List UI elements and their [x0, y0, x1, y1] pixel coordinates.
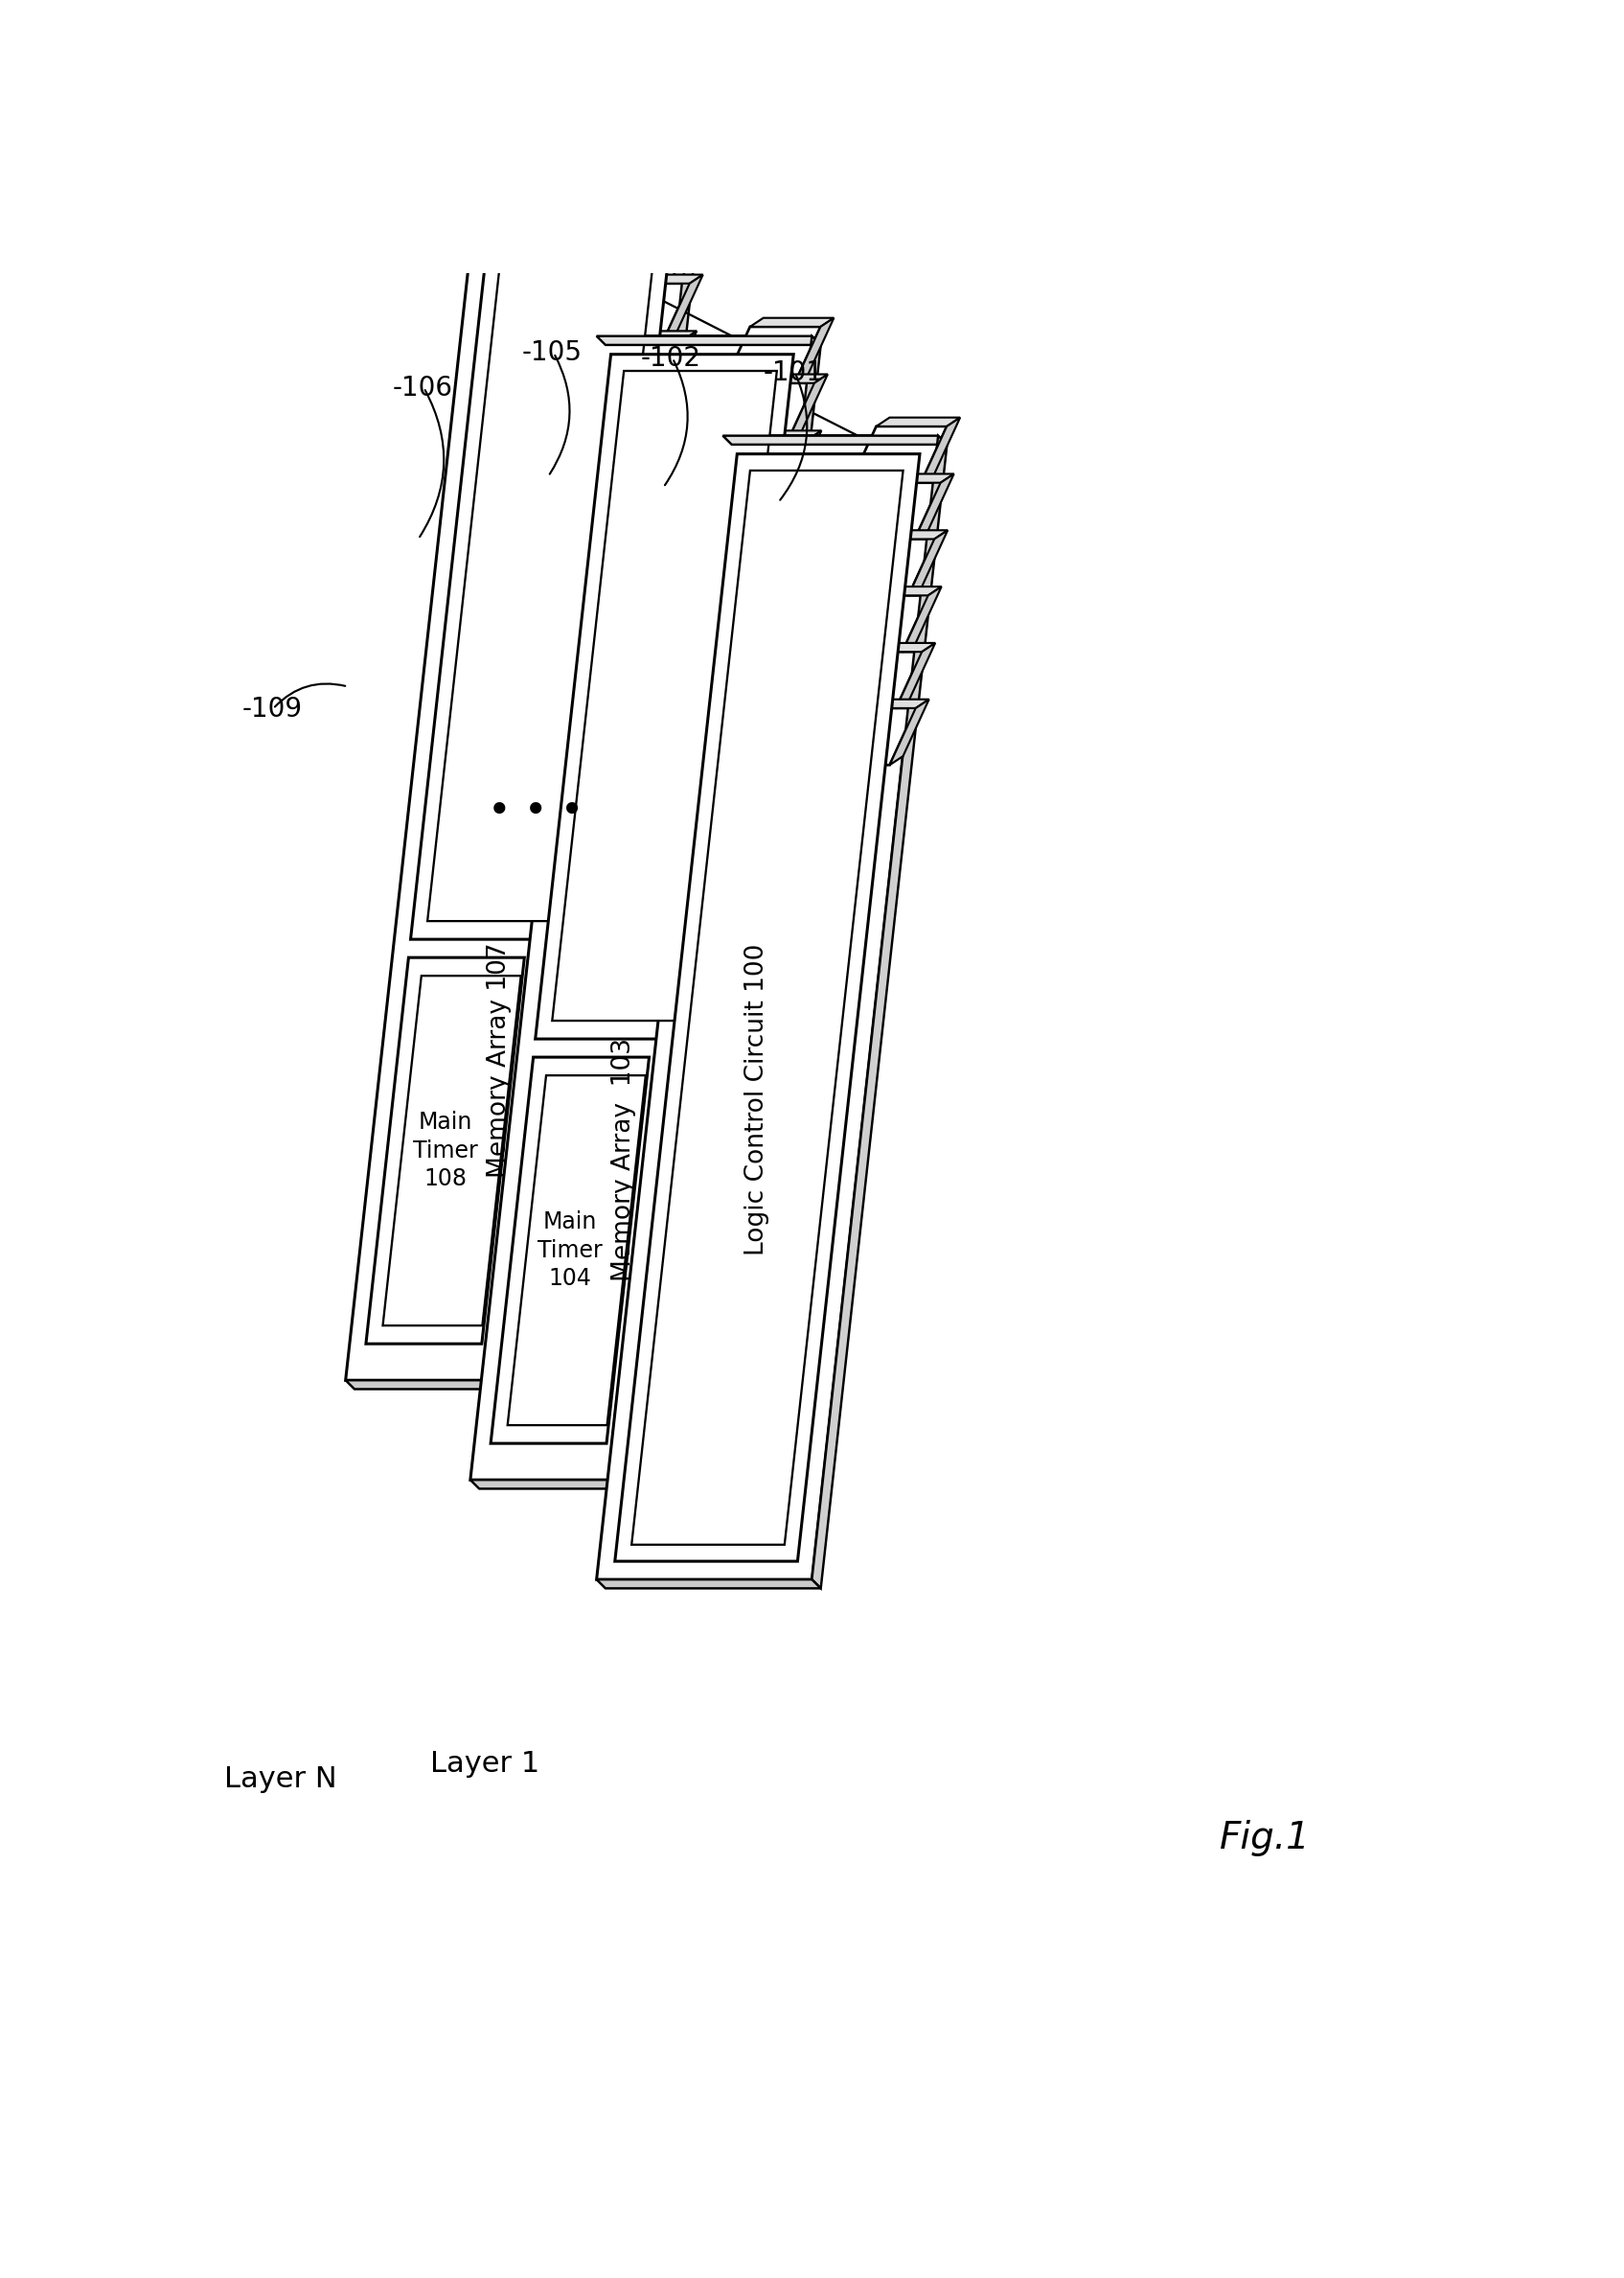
Polygon shape	[825, 652, 922, 708]
Polygon shape	[586, 339, 684, 396]
Polygon shape	[698, 551, 796, 608]
Polygon shape	[632, 472, 903, 1544]
Polygon shape	[536, 355, 794, 1039]
Polygon shape	[365, 957, 525, 1344]
Polygon shape	[599, 228, 695, 285]
Polygon shape	[818, 708, 916, 765]
Polygon shape	[596, 435, 939, 1579]
Polygon shape	[844, 699, 929, 708]
Polygon shape	[645, 444, 684, 510]
Polygon shape	[870, 474, 953, 483]
Polygon shape	[612, 330, 697, 339]
Polygon shape	[719, 599, 802, 608]
Polygon shape	[471, 337, 812, 1481]
Polygon shape	[864, 531, 948, 540]
Text: -105: -105	[523, 339, 583, 367]
Polygon shape	[411, 255, 669, 939]
Text: Main
Timer
104: Main Timer 104	[538, 1210, 603, 1289]
Polygon shape	[471, 1481, 695, 1490]
Polygon shape	[508, 1075, 646, 1426]
Polygon shape	[346, 1380, 570, 1390]
Polygon shape	[383, 975, 521, 1326]
Polygon shape	[763, 599, 802, 665]
Text: Fig.1: Fig.1	[1220, 1820, 1311, 1857]
Polygon shape	[575, 453, 671, 510]
Polygon shape	[857, 588, 942, 595]
Polygon shape	[851, 426, 947, 483]
Polygon shape	[731, 487, 815, 497]
Text: Memory Array  103: Memory Array 103	[612, 1039, 637, 1280]
Polygon shape	[750, 319, 833, 326]
Polygon shape	[685, 337, 820, 1490]
Polygon shape	[619, 276, 703, 282]
Polygon shape	[651, 387, 690, 453]
Text: -106: -106	[393, 374, 453, 401]
Polygon shape	[552, 371, 776, 1021]
Text: -102: -102	[641, 344, 702, 371]
Polygon shape	[844, 483, 940, 540]
Polygon shape	[718, 383, 814, 440]
Polygon shape	[737, 431, 822, 440]
Text: Logic Control Circuit 100: Logic Control Circuit 100	[745, 943, 770, 1255]
Polygon shape	[596, 337, 820, 344]
Polygon shape	[724, 544, 809, 551]
Polygon shape	[921, 417, 960, 483]
Polygon shape	[838, 540, 934, 597]
Polygon shape	[658, 330, 697, 396]
Polygon shape	[490, 1057, 650, 1444]
Polygon shape	[615, 453, 919, 1560]
Polygon shape	[776, 487, 815, 554]
Polygon shape	[770, 544, 809, 608]
Polygon shape	[594, 501, 679, 508]
Polygon shape	[625, 219, 710, 228]
Polygon shape	[724, 326, 820, 383]
Polygon shape	[596, 1579, 820, 1588]
Polygon shape	[851, 642, 935, 652]
Text: • • •: • • •	[487, 793, 583, 831]
Polygon shape	[890, 699, 929, 765]
Text: -101: -101	[763, 360, 823, 387]
Polygon shape	[723, 435, 947, 444]
Polygon shape	[812, 435, 947, 1588]
Polygon shape	[346, 237, 687, 1380]
Polygon shape	[568, 508, 664, 565]
Polygon shape	[901, 588, 942, 652]
Polygon shape	[601, 444, 684, 453]
Polygon shape	[877, 417, 960, 426]
Polygon shape	[664, 276, 703, 339]
Polygon shape	[744, 374, 828, 383]
Text: Layer 1: Layer 1	[430, 1750, 539, 1777]
Polygon shape	[581, 396, 677, 453]
Polygon shape	[427, 271, 653, 920]
Polygon shape	[908, 531, 948, 597]
Polygon shape	[473, 237, 697, 246]
Text: Memory Array 107: Memory Array 107	[487, 943, 512, 1178]
Polygon shape	[638, 501, 679, 565]
Polygon shape	[560, 237, 697, 1390]
Polygon shape	[794, 319, 833, 383]
Polygon shape	[914, 474, 953, 540]
Text: Main
Timer
108: Main Timer 108	[412, 1112, 477, 1191]
Polygon shape	[711, 440, 809, 497]
Polygon shape	[705, 497, 802, 554]
Polygon shape	[669, 219, 710, 285]
Polygon shape	[788, 374, 828, 440]
Polygon shape	[607, 387, 690, 396]
Polygon shape	[831, 595, 927, 652]
Polygon shape	[896, 642, 935, 708]
Text: Layer N: Layer N	[224, 1765, 338, 1793]
Polygon shape	[593, 282, 690, 339]
Text: -109: -109	[242, 695, 302, 722]
Polygon shape	[693, 608, 789, 665]
Polygon shape	[783, 431, 822, 497]
